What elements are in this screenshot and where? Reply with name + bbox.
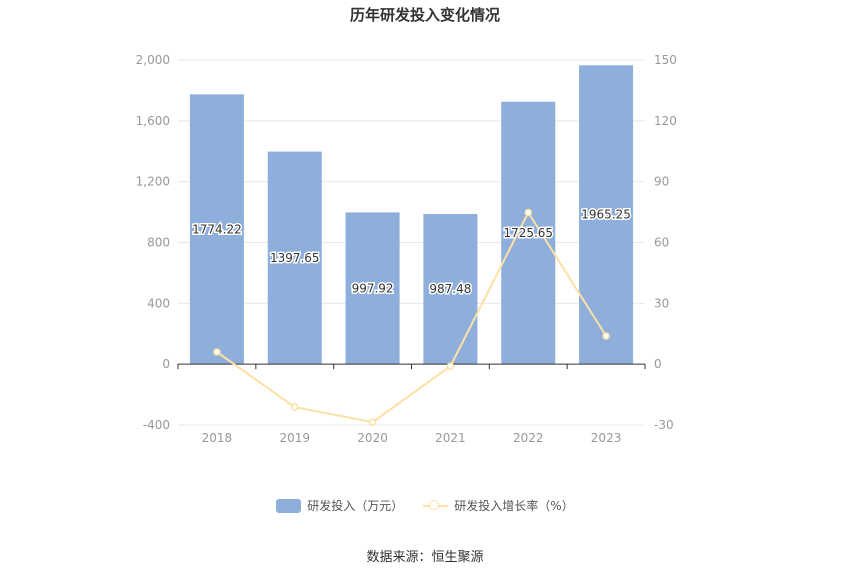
x-tick-label: 2023 (591, 431, 622, 445)
bar (579, 65, 634, 365)
growth-rate-line (216, 210, 607, 424)
legend-item-growth-rate[interactable]: 研发投入增长率（%） (423, 497, 574, 514)
y-left-tick-label: 1,600 (136, 114, 170, 128)
bar (189, 94, 244, 365)
legend-line-swatch (423, 499, 449, 513)
y-right-tick-label: -30 (654, 418, 674, 432)
x-tick-label: 2021 (435, 431, 466, 445)
x-tick-label: 2018 (202, 431, 233, 445)
legend: 研发投入（万元） 研发投入增长率（%） (0, 497, 850, 514)
bar-value-label: 1774.22 (192, 222, 242, 236)
x-tick-label: 2022 (513, 431, 544, 445)
y-right-tick-label: 120 (654, 114, 677, 128)
bar-value-label: 1965.25 (581, 208, 631, 222)
bar (423, 213, 478, 365)
growth-rate-point (524, 208, 532, 217)
bar-value-label: 1397.65 (270, 251, 320, 265)
y-left-tick-label: 0 (162, 357, 170, 371)
legend-label-growth-rate: 研发投入增长率（%） (454, 499, 574, 513)
growth-rate-point (446, 362, 455, 370)
y-right-tick-label: 150 (654, 53, 677, 67)
bar (501, 101, 556, 365)
growth-rate-point (291, 403, 299, 411)
y-left-tick-label: 2,000 (136, 53, 170, 67)
y-right-tick-label: 60 (654, 236, 669, 250)
bar (345, 212, 400, 365)
bar-value-label: 987.48 (429, 282, 471, 296)
bar-value-label: 997.92 (352, 281, 394, 295)
y-left-tick-label: 400 (147, 296, 170, 310)
y-left-tick-label: -400 (143, 418, 170, 432)
y-left-tick-label: 1,200 (136, 175, 170, 189)
growth-rate-point (213, 348, 221, 356)
y-right-tick-label: 90 (654, 175, 669, 189)
bar-value-label: 1725.65 (503, 226, 553, 240)
chart-title: 历年研发投入变化情况 (349, 6, 500, 24)
x-tick-label: 2019 (279, 431, 310, 445)
bar (267, 151, 322, 365)
x-tick-label: 2020 (357, 431, 388, 445)
y-left-tick-label: 800 (147, 236, 170, 250)
y-right-tick-label: 0 (654, 357, 662, 371)
legend-bar-swatch (276, 498, 302, 513)
legend-item-rd-investment[interactable]: 研发投入（万元） (276, 497, 403, 514)
growth-rate-point (602, 332, 610, 340)
y-right-tick-label: 30 (654, 296, 669, 310)
growth-rate-point (368, 418, 377, 426)
legend-label-rd-investment: 研发投入（万元） (307, 499, 404, 513)
source-note: 数据来源：恒生聚源 (366, 550, 484, 565)
